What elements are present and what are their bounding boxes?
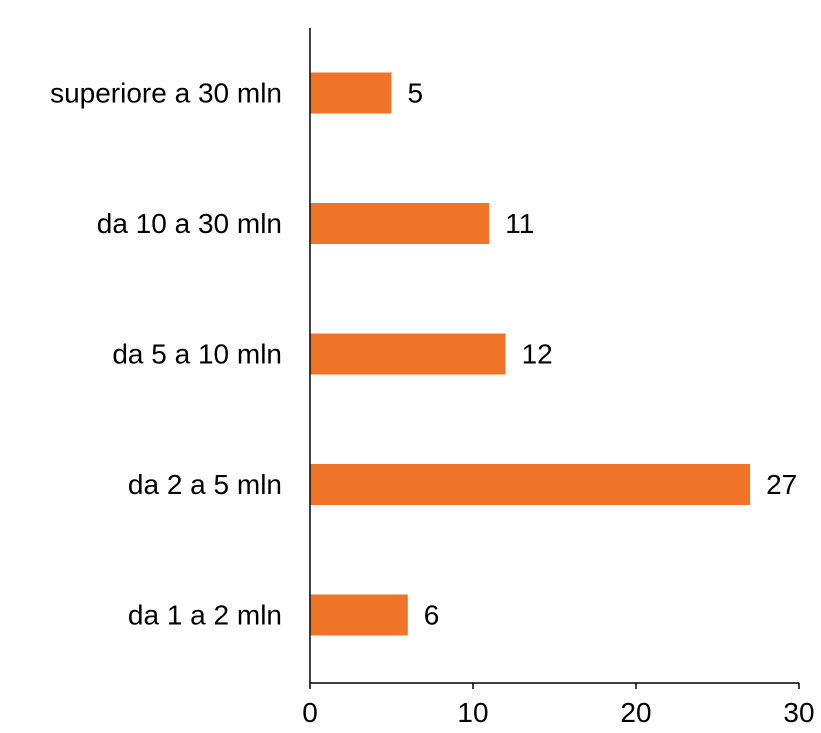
x-axis-ticks: 0 10 20 30: [302, 683, 815, 728]
x-tick-label: 30: [783, 697, 814, 728]
bar: [310, 594, 408, 636]
value-label: 12: [522, 339, 553, 370]
value-label: 5: [408, 78, 424, 109]
x-tick-label: 20: [620, 697, 651, 728]
category-label: da 1 a 2 mln: [128, 600, 282, 631]
category-labels: superiore a 30 mln da 10 a 30 mln da 5 a 1…: [50, 78, 282, 631]
value-labels: 5 11 12 27 6: [408, 78, 798, 631]
value-label: 11: [505, 208, 534, 239]
value-label: 27: [766, 469, 797, 500]
bar: [310, 333, 506, 375]
category-label: superiore a 30 mln: [50, 78, 282, 109]
bars-group: [310, 72, 751, 636]
x-tick-label: 10: [457, 697, 488, 728]
bar: [310, 464, 751, 505]
x-tick-label: 0: [302, 697, 318, 728]
value-label: 6: [424, 600, 440, 631]
category-label: da 10 a 30 mln: [97, 208, 282, 239]
category-label: da 2 a 5 mln: [128, 469, 282, 500]
bar: [310, 72, 392, 114]
category-label: da 5 a 10 mln: [112, 339, 282, 370]
bar: [310, 203, 490, 244]
